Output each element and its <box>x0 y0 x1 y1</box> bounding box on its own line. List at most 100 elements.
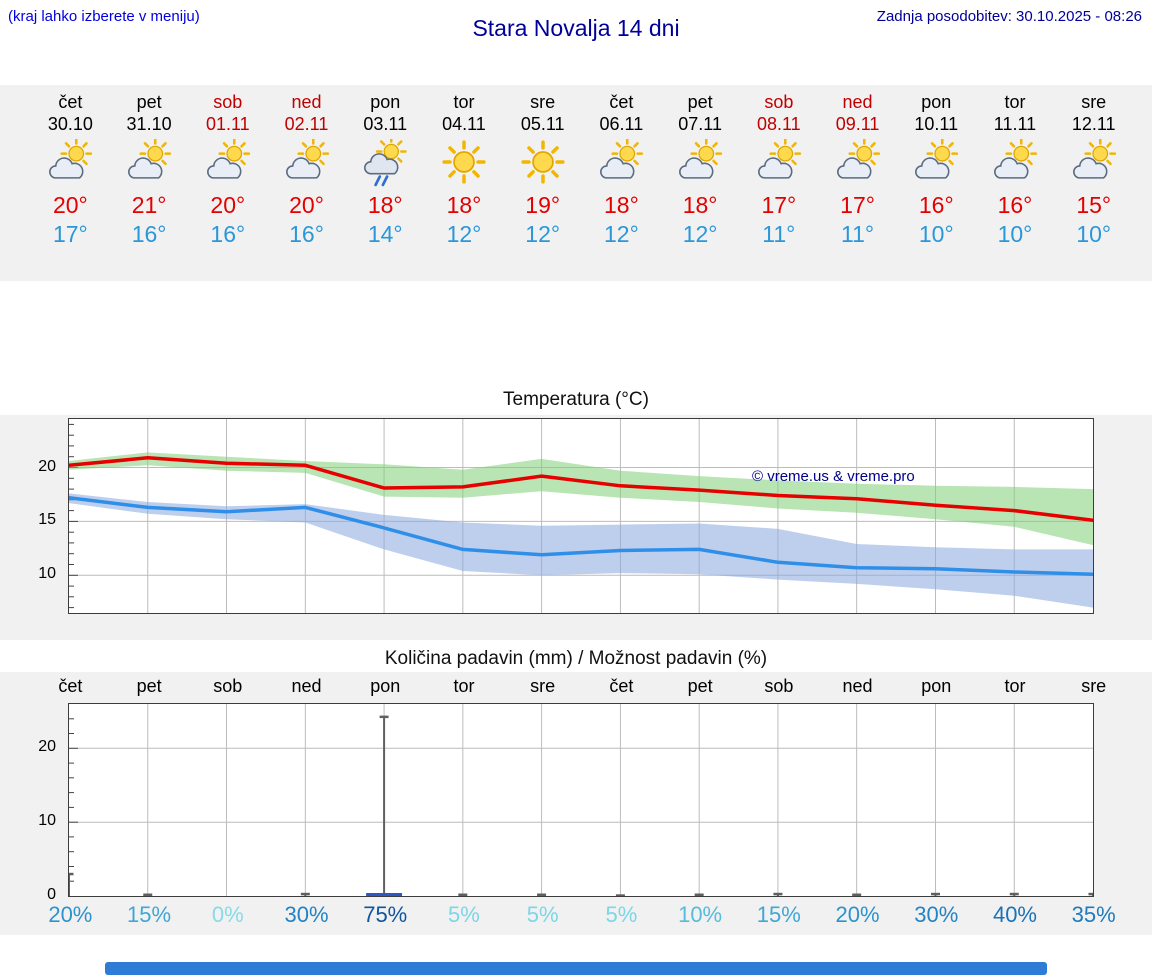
forecast-day[interactable]: pon 10.11 16° 10° <box>897 91 976 281</box>
forecast-day[interactable]: pet 31.10 21° 16° <box>110 91 189 281</box>
low-temp: 16° <box>210 221 246 247</box>
day-date: 06.11 <box>599 114 644 134</box>
high-temp: 18° <box>604 192 639 218</box>
day-date: 02.11 <box>284 114 329 134</box>
precip-bar-cap <box>852 893 862 896</box>
precipitation-chart-title: Količina padavin (mm) / Možnost padavin … <box>384 648 768 669</box>
low-temp: 17° <box>52 221 88 247</box>
forecast-day[interactable]: čet 06.11 18° 12° <box>582 91 661 281</box>
low-temp: 12° <box>446 221 482 247</box>
precip-bar-cap <box>379 715 389 719</box>
day-label: pon <box>921 676 952 696</box>
sun-cloud-icon <box>281 139 333 187</box>
forecast-day[interactable]: pet 07.11 18° 12° <box>661 91 740 281</box>
day-name: sob <box>764 92 794 112</box>
temperature-chart <box>69 419 1093 613</box>
precipitation-chart <box>69 704 1093 896</box>
high-temp: 20° <box>289 192 324 218</box>
sun-cloud-icon <box>595 139 647 187</box>
forecast-day[interactable]: tor 04.11 18° 12° <box>425 91 504 281</box>
day-date: 01.11 <box>205 114 250 134</box>
high-temp: 18° <box>367 192 403 218</box>
temperature-y-axis: 20 15 10 <box>28 418 62 612</box>
forecast-day[interactable]: pon 03.11 18° 14° <box>346 91 425 281</box>
precip-probability: 5% <box>605 902 638 927</box>
precip-probability: 15% <box>756 902 801 927</box>
precip-bar-cap <box>1088 892 1093 896</box>
precip-probability: 10% <box>678 902 723 927</box>
y-axis-label: 10 <box>38 565 56 583</box>
y-axis-label: 10 <box>38 812 56 830</box>
precip-probability: 20% <box>835 902 880 927</box>
sun-cloud-icon <box>989 139 1041 187</box>
low-temp: 10° <box>1076 221 1112 247</box>
sun-icon <box>517 139 569 187</box>
day-label: tor <box>453 676 475 696</box>
low-temp: 16° <box>131 221 167 247</box>
high-temp: 15° <box>1076 192 1112 218</box>
precipitation-y-axis: 20 10 0 <box>28 703 62 903</box>
precip-probability: 40% <box>992 902 1037 927</box>
precip-bar-cap <box>615 894 625 896</box>
y-axis-label: 20 <box>38 457 56 475</box>
day-label: tor <box>1004 676 1026 696</box>
day-name: sre <box>1081 92 1107 112</box>
day-label: čet <box>58 676 83 696</box>
forecast-day[interactable]: sre 05.11 19° 12° <box>503 91 582 281</box>
sun-cloud-icon <box>674 139 726 187</box>
forecast-day[interactable]: sre 12.11 15° 10° <box>1054 91 1133 281</box>
precip-bar-cap <box>300 892 310 896</box>
day-name: sre <box>530 92 556 112</box>
day-name: čet <box>58 92 83 112</box>
forecast-day[interactable]: ned 02.11 20° 16° <box>267 91 346 281</box>
precip-probability-row: 20% 15% 0% 30% 75% 5% 5% 5% 10% 15% 20% 30% 40% 35% <box>0 902 1152 928</box>
vreme-watermark-link[interactable]: © vreme.us & vreme.pro <box>752 468 915 485</box>
high-temp: 18° <box>446 192 482 218</box>
day-date: 09.11 <box>835 114 880 134</box>
high-temp: 20° <box>52 192 88 218</box>
min-temp-line <box>69 495 1093 576</box>
y-axis-label: 0 <box>47 886 56 903</box>
day-label: pet <box>136 676 162 696</box>
forecast-day[interactable]: sob 08.11 17° 11° <box>739 91 818 281</box>
low-temp: 12° <box>682 221 718 247</box>
low-temp: 11° <box>841 221 875 247</box>
sun-cloud-icon <box>123 139 175 187</box>
max-temp-range-band <box>69 452 1093 546</box>
forecast-day[interactable]: čet 30.10 20° 17° <box>31 91 110 281</box>
precip-probability: 0% <box>211 902 244 927</box>
precip-probability: 5% <box>448 902 480 927</box>
y-axis-label: 20 <box>38 738 56 756</box>
forecast-day[interactable]: ned 09.11 17° 11° <box>818 91 897 281</box>
day-label: čet <box>609 676 634 696</box>
forecast-day[interactable]: tor 11.11 16° 10° <box>976 91 1055 281</box>
day-label: pon <box>370 676 401 696</box>
precip-probability: 15% <box>127 902 172 927</box>
last-update: Zadnja posodobitev: 30.10.2025 - 08:26 <box>876 8 1142 25</box>
day-label: sre <box>530 676 556 696</box>
precip-bar <box>383 716 386 896</box>
low-temp: 12° <box>604 221 639 247</box>
day-name: pet <box>687 92 713 112</box>
precip-probability: 30% <box>284 902 329 927</box>
day-name: sob <box>213 92 243 112</box>
day-name: pon <box>921 92 952 112</box>
high-temp: 17° <box>840 192 875 218</box>
precip-bar-cap <box>143 893 153 896</box>
sun-cloud-icon <box>832 139 884 187</box>
day-label: ned <box>842 676 873 696</box>
day-date: 11.11 <box>993 114 1037 134</box>
precip-bar-cap <box>537 893 547 896</box>
day-date: 04.11 <box>442 114 486 134</box>
precip-probability: 30% <box>914 902 959 927</box>
rain-shower-icon <box>359 139 411 187</box>
day-date: 03.11 <box>363 114 408 134</box>
precip-day-labels: čet pet sob ned pon tor sre čet pet sob ned pon tor s… <box>0 676 1152 697</box>
forecast-day[interactable]: sob 01.11 20° 16° <box>188 91 267 281</box>
day-date: 07.11 <box>678 114 722 134</box>
day-name: tor <box>453 92 475 112</box>
high-temp: 18° <box>682 192 718 218</box>
min-temp-range-band <box>69 493 1093 608</box>
day-label: ned <box>291 676 322 696</box>
footer-bar[interactable] <box>105 962 1047 975</box>
